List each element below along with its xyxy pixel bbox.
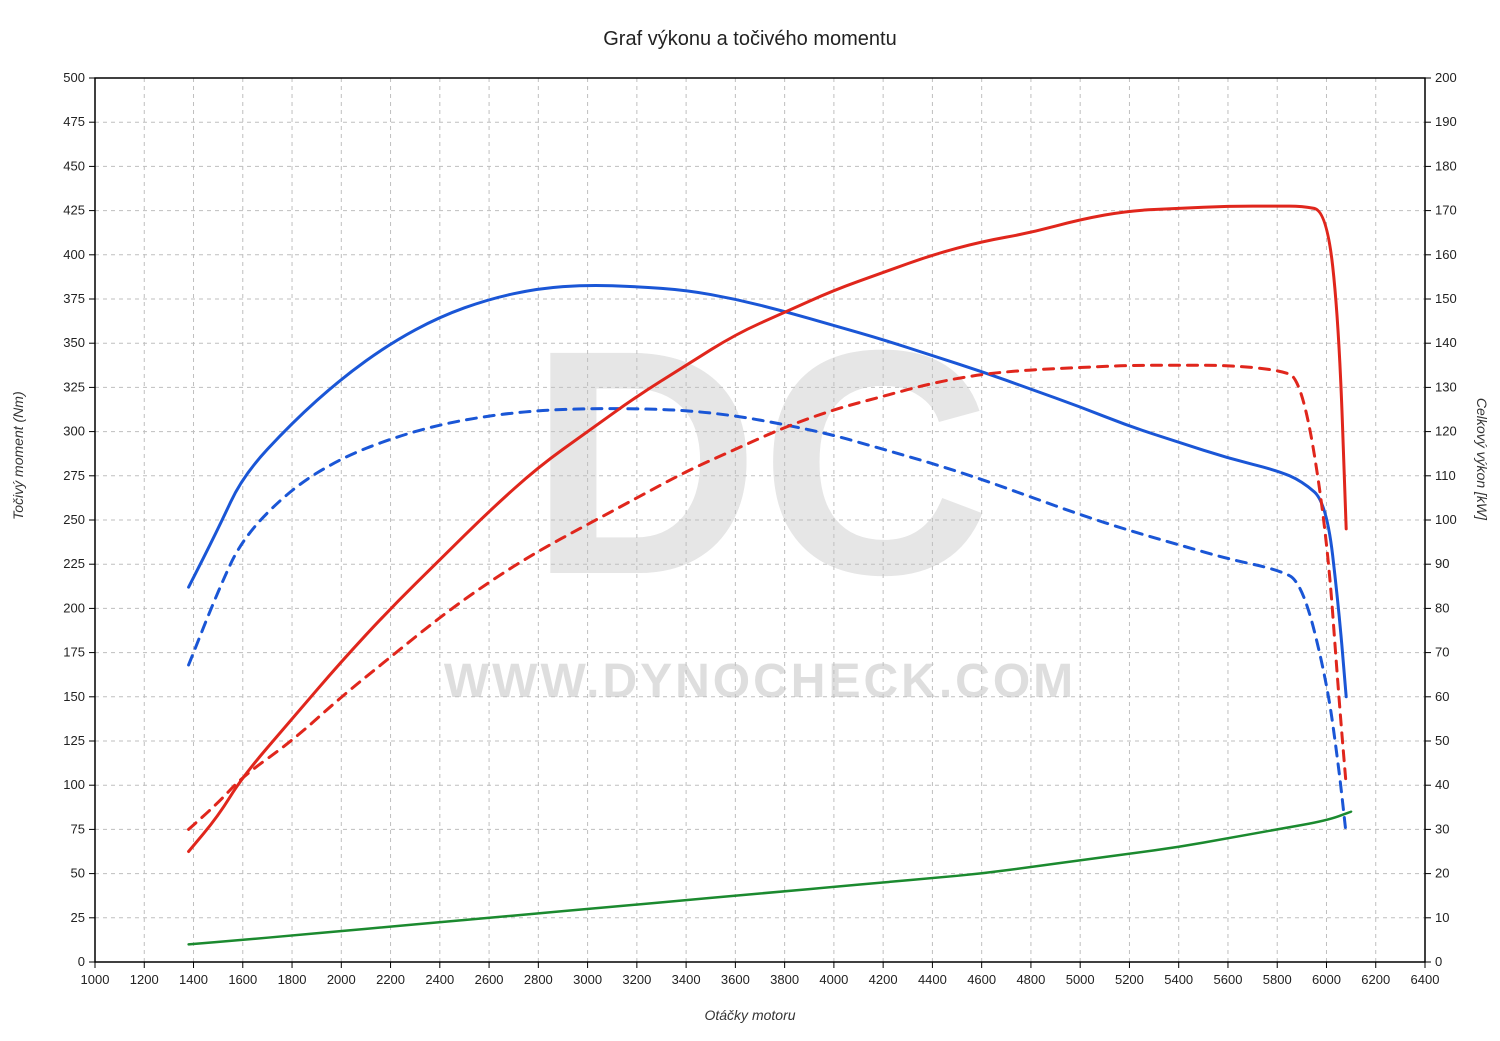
svg-text:0: 0 — [1435, 954, 1442, 969]
svg-text:120: 120 — [1435, 424, 1457, 439]
svg-text:175: 175 — [63, 645, 85, 660]
svg-text:1200: 1200 — [130, 972, 159, 987]
svg-text:4600: 4600 — [967, 972, 996, 987]
svg-text:150: 150 — [1435, 291, 1457, 306]
svg-text:40: 40 — [1435, 777, 1449, 792]
svg-text:3800: 3800 — [770, 972, 799, 987]
svg-text:4800: 4800 — [1016, 972, 1045, 987]
svg-text:475: 475 — [63, 114, 85, 129]
svg-text:500: 500 — [63, 70, 85, 85]
svg-text:2400: 2400 — [425, 972, 454, 987]
svg-text:60: 60 — [1435, 689, 1449, 704]
svg-text:2200: 2200 — [376, 972, 405, 987]
svg-text:2000: 2000 — [327, 972, 356, 987]
svg-text:250: 250 — [63, 512, 85, 527]
svg-text:125: 125 — [63, 733, 85, 748]
svg-text:5200: 5200 — [1115, 972, 1144, 987]
svg-text:50: 50 — [1435, 733, 1449, 748]
svg-text:1000: 1000 — [81, 972, 110, 987]
svg-text:80: 80 — [1435, 600, 1449, 615]
svg-text:225: 225 — [63, 556, 85, 571]
svg-text:5800: 5800 — [1263, 972, 1292, 987]
svg-text:30: 30 — [1435, 821, 1449, 836]
svg-text:400: 400 — [63, 247, 85, 262]
svg-text:130: 130 — [1435, 379, 1457, 394]
svg-text:150: 150 — [63, 689, 85, 704]
svg-text:160: 160 — [1435, 247, 1457, 262]
svg-text:325: 325 — [63, 379, 85, 394]
svg-text:100: 100 — [1435, 512, 1457, 527]
svg-text:350: 350 — [63, 335, 85, 350]
svg-text:275: 275 — [63, 468, 85, 483]
svg-text:6400: 6400 — [1411, 972, 1440, 987]
svg-text:3400: 3400 — [672, 972, 701, 987]
svg-text:300: 300 — [63, 424, 85, 439]
chart-svg: DCWWW.DYNOCHECK.COM100012001400160018002… — [0, 0, 1500, 1041]
svg-text:200: 200 — [1435, 70, 1457, 85]
svg-text:50: 50 — [71, 866, 85, 881]
svg-text:4200: 4200 — [869, 972, 898, 987]
svg-text:5000: 5000 — [1066, 972, 1095, 987]
svg-text:375: 375 — [63, 291, 85, 306]
svg-text:140: 140 — [1435, 335, 1457, 350]
dyno-chart: Graf výkonu a točivého momentu Točivý mo… — [0, 0, 1500, 1041]
svg-text:1800: 1800 — [278, 972, 307, 987]
svg-text:75: 75 — [71, 821, 85, 836]
svg-text:180: 180 — [1435, 158, 1457, 173]
svg-text:25: 25 — [71, 910, 85, 925]
svg-text:3000: 3000 — [573, 972, 602, 987]
svg-text:170: 170 — [1435, 203, 1457, 218]
svg-text:450: 450 — [63, 158, 85, 173]
svg-text:5400: 5400 — [1164, 972, 1193, 987]
svg-text:4000: 4000 — [819, 972, 848, 987]
svg-text:425: 425 — [63, 203, 85, 218]
svg-text:1400: 1400 — [179, 972, 208, 987]
svg-text:20: 20 — [1435, 866, 1449, 881]
svg-text:6200: 6200 — [1361, 972, 1390, 987]
series-loss — [189, 812, 1352, 945]
svg-text:70: 70 — [1435, 645, 1449, 660]
svg-text:4400: 4400 — [918, 972, 947, 987]
svg-text:3600: 3600 — [721, 972, 750, 987]
svg-text:200: 200 — [63, 600, 85, 615]
svg-text:3200: 3200 — [622, 972, 651, 987]
svg-text:2800: 2800 — [524, 972, 553, 987]
svg-text:0: 0 — [78, 954, 85, 969]
svg-text:10: 10 — [1435, 910, 1449, 925]
svg-text:110: 110 — [1435, 468, 1456, 483]
svg-text:5600: 5600 — [1214, 972, 1243, 987]
svg-text:1600: 1600 — [228, 972, 257, 987]
svg-text:2600: 2600 — [475, 972, 504, 987]
svg-text:6000: 6000 — [1312, 972, 1341, 987]
svg-text:100: 100 — [63, 777, 85, 792]
svg-text:190: 190 — [1435, 114, 1457, 129]
svg-text:DC: DC — [529, 283, 991, 641]
svg-text:90: 90 — [1435, 556, 1449, 571]
